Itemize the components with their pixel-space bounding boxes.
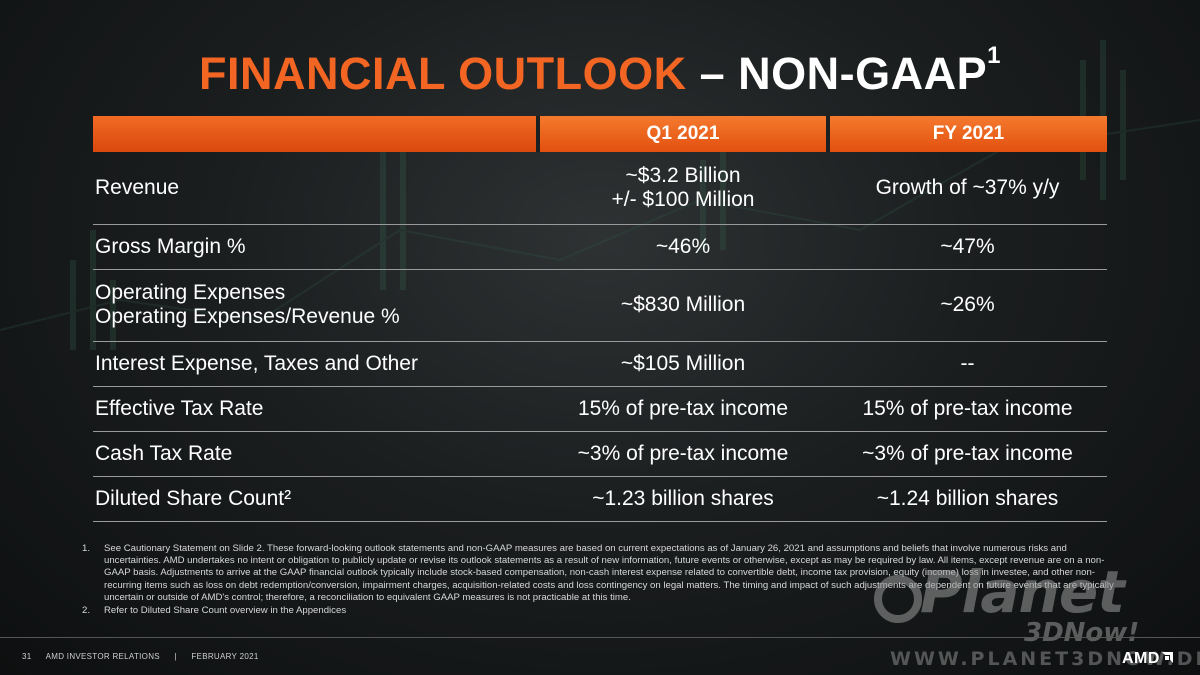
footnote-1: 1. See Cautionary Statement on Slide 2. … [82, 543, 1122, 604]
q1-2021-value: ~$105 Million [538, 341, 828, 387]
q1-2021-value-line: ~$830 Million [620, 293, 746, 316]
row-label-line: Effective Tax Rate [95, 396, 264, 420]
fy-2021-value: 15% of pre-tax income [828, 386, 1107, 432]
watermark-url: WWW.PLANET3DNOW.DE [890, 648, 1200, 670]
table-row-gross-margin: Gross Margin % ~46% ~47% [93, 224, 1107, 270]
fy-2021-value-line: 15% of pre-tax income [862, 396, 1073, 420]
row-label: Operating Expenses Operating Expenses/Rev… [93, 269, 538, 342]
fy-2021-value: -- [828, 341, 1107, 387]
table-row-effective-tax-rate: Effective Tax Rate 15% of pre-tax income 1… [93, 386, 1107, 432]
amd-logo-text: AMD [1122, 650, 1160, 667]
page-number: 31 [22, 652, 32, 661]
row-label: Effective Tax Rate [93, 386, 538, 432]
q1-2021-value-line: 15% of pre-tax income [577, 396, 789, 420]
watermark-brand: Planet [920, 558, 1125, 626]
footer-date: FEBRUARY 2021 [191, 652, 259, 661]
q1-2021-value-line: ~$105 Million [620, 351, 746, 375]
row-label-line: Revenue [95, 175, 180, 199]
outlook-table: Q1 2021 FY 2021 Revenue ~$3.2 Billion +/- … [93, 116, 1107, 522]
footnote-text: See Cautionary Statement on Slide 2. The… [104, 543, 1114, 603]
row-label-line: Interest Expense, Taxes and Other [95, 351, 418, 375]
table-header-row: Q1 2021 FY 2021 [93, 116, 1107, 152]
footer-divider [0, 637, 1200, 638]
watermark-planet-icon [874, 575, 922, 623]
fy-2021-value: ~3% of pre-tax income [828, 431, 1107, 477]
q1-2021-value: ~1.23 billion shares [538, 476, 828, 522]
row-label-line: Operating Expenses/Revenue % [95, 305, 400, 328]
row-label-line: Cash Tax Rate [95, 441, 233, 465]
q1-2021-value-line: ~46% [655, 234, 711, 258]
watermark-sub: 3DNow! [1024, 618, 1140, 648]
title-part-nongaap: – NON-GAAP [686, 48, 988, 99]
fy-2021-value-line: ~47% [940, 234, 995, 258]
q1-2021-value: ~3% of pre-tax income [538, 431, 828, 477]
row-label: Gross Margin % [93, 224, 538, 270]
q1-2021-value: ~$3.2 Billion +/- $100 Million [538, 152, 828, 225]
table-row-diluted-share-count: Diluted Share Count² ~1.23 billion shares… [93, 476, 1107, 522]
row-label-line: Diluted Share Count² [95, 486, 292, 510]
table-row-operating-expenses: Operating Expenses Operating Expenses/Rev… [93, 269, 1107, 342]
row-label: Interest Expense, Taxes and Other [93, 341, 538, 387]
row-label-line: Gross Margin % [95, 234, 246, 258]
row-label-line: Operating Expenses [95, 281, 286, 304]
watermark: Planet 3DNow! WWW.PLANET3DNOW.DE [872, 548, 1200, 670]
fy-2021-value-line: -- [960, 351, 975, 375]
amd-arrow-icon [1161, 652, 1173, 663]
footer-separator: | [174, 652, 177, 661]
q1-2021-value: ~46% [538, 224, 828, 270]
fy-2021-value-line: Growth of ~37% y/y [875, 175, 1060, 199]
header-cell-fy-2021: FY 2021 [826, 116, 1107, 152]
row-label: Cash Tax Rate [93, 431, 538, 477]
fy-2021-value: ~1.24 billion shares [828, 476, 1107, 522]
fy-2021-value-line: ~1.24 billion shares [876, 486, 1059, 510]
row-label: Diluted Share Count² [93, 476, 538, 522]
fy-2021-value-line: ~3% of pre-tax income [862, 441, 1073, 465]
row-label: Revenue [93, 152, 538, 225]
q1-2021-value-line: ~1.23 billion shares [592, 486, 774, 510]
slide-title: FINANCIAL OUTLOOK – NON-GAAP1 [0, 42, 1200, 100]
q1-2021-value: ~$830 Million [538, 269, 828, 342]
header-cell-q1-2021: Q1 2021 [536, 116, 828, 152]
table-row-cash-tax-rate: Cash Tax Rate ~3% of pre-tax income ~3% of… [93, 431, 1107, 477]
fy-2021-value-line: ~26% [940, 293, 995, 316]
q1-2021-value-line: ~3% of pre-tax income [577, 441, 789, 465]
footnotes: 1. See Cautionary Statement on Slide 2. … [82, 543, 1122, 618]
footnote-number: 1. [82, 543, 91, 554]
footer: 31 AMD INVESTOR RELATIONS | FEBRUARY 202… [22, 652, 271, 661]
header-cell-label [93, 116, 538, 152]
q1-2021-value-line: ~$3.2 Billion [625, 163, 741, 187]
footer-section: AMD INVESTOR RELATIONS [45, 652, 160, 661]
title-footnote-marker: 1 [987, 42, 1002, 69]
amd-logo: AMD [1122, 650, 1173, 668]
table-row-revenue: Revenue ~$3.2 Billion +/- $100 Million Grow… [93, 152, 1107, 225]
footnote-2: 2. Refer to Diluted Share Count overview… [82, 605, 1122, 617]
footnote-number: 2. [82, 605, 91, 617]
title-part-outlook: FINANCIAL OUTLOOK [198, 48, 687, 99]
q1-2021-value: 15% of pre-tax income [538, 386, 828, 432]
fy-2021-value: ~47% [828, 224, 1107, 270]
q1-2021-value-line: +/- $100 Million [611, 187, 755, 211]
table-row-interest-expense-taxes-and-other: Interest Expense, Taxes and Other ~$105 M… [93, 341, 1107, 387]
fy-2021-value: ~26% [828, 269, 1107, 342]
footnote-text: Refer to Diluted Share Count overview in… [104, 605, 347, 617]
fy-2021-value: Growth of ~37% y/y [828, 152, 1107, 225]
